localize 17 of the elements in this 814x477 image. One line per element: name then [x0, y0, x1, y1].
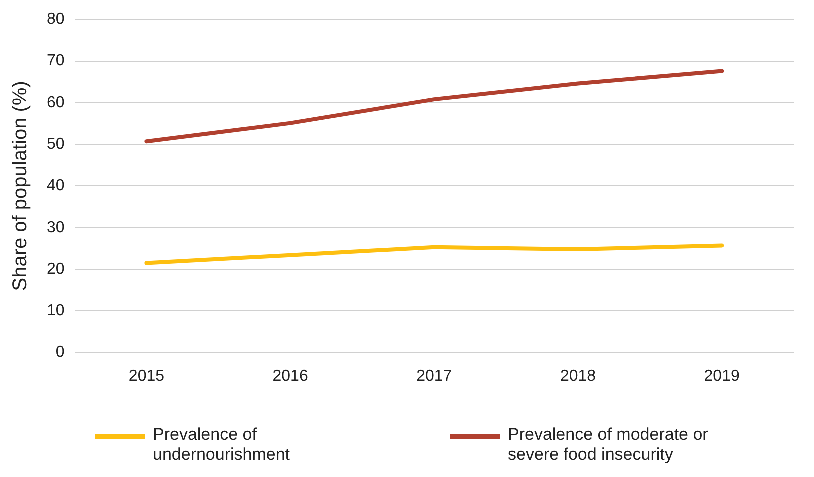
y-tick-label: 0 — [56, 344, 65, 362]
x-tick-label: 2015 — [128, 368, 165, 385]
y-tick-label: 10 — [47, 302, 65, 320]
y-tick-label: 20 — [47, 260, 65, 278]
x-tick-label: 2016 — [272, 368, 308, 385]
x-tick-label: 2018 — [560, 368, 596, 385]
y-tick-label: 30 — [47, 219, 65, 236]
x-tick-label: 2019 — [704, 368, 740, 385]
y-tick-label: 60 — [47, 94, 65, 112]
y-tick-label: 80 — [47, 11, 65, 28]
y-axis-title: Share of population (%) — [10, 81, 32, 292]
y-tick-label: 50 — [47, 136, 65, 153]
x-tick-label: 2017 — [416, 368, 452, 385]
y-tick-label: 70 — [47, 52, 65, 70]
legend-label: Prevalence of moderate or severe food insecurity — [508, 425, 710, 465]
y-tick-label: 40 — [47, 178, 65, 195]
legend-label: Prevalence of undernourishment — [153, 425, 292, 465]
